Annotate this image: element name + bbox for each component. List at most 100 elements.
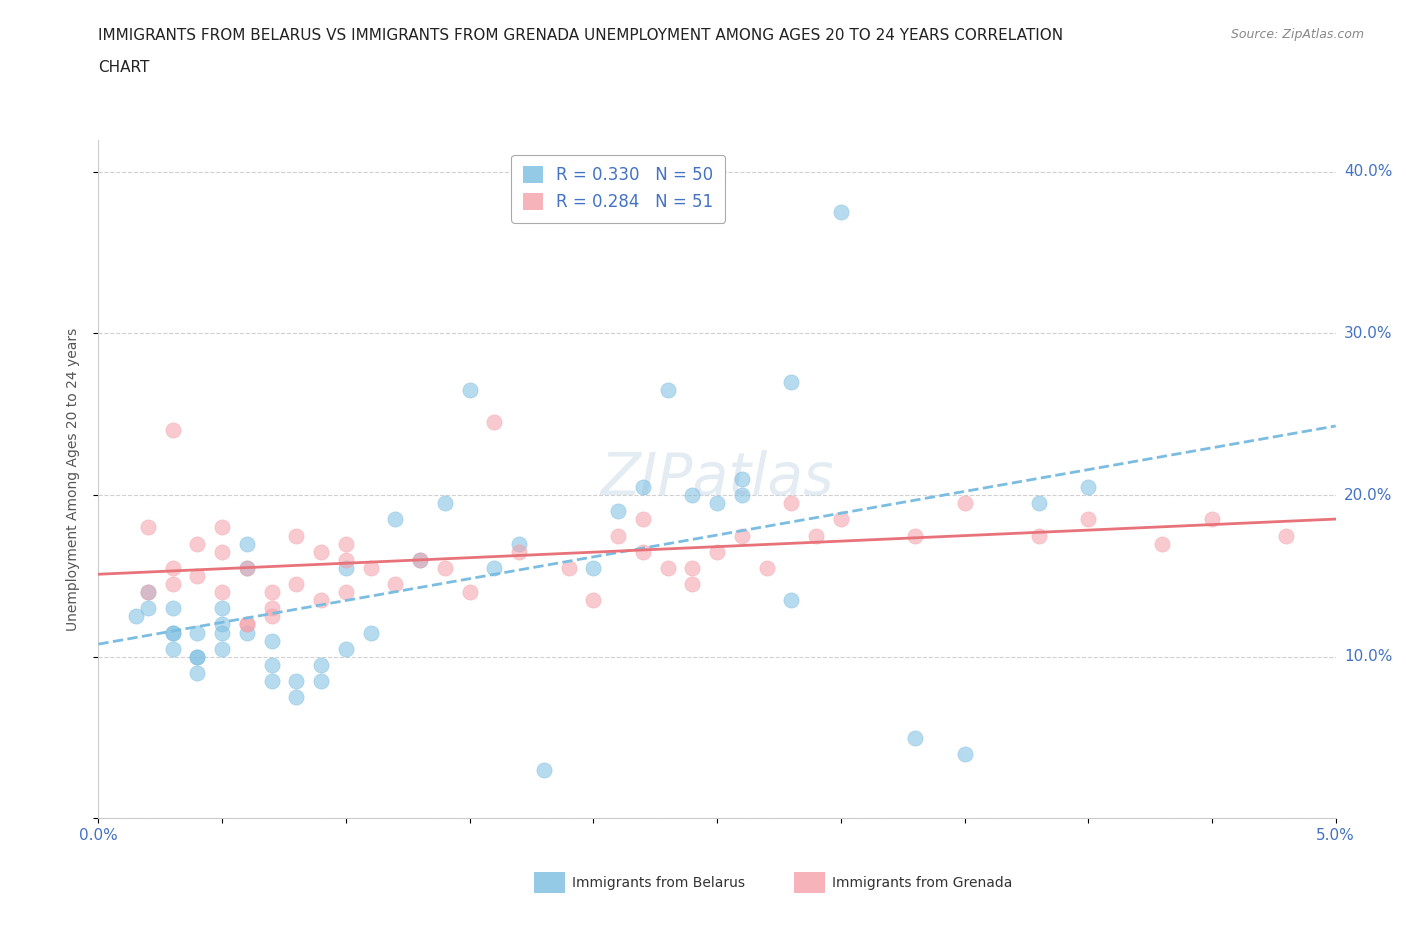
Point bbox=[804, 528, 827, 543]
Point bbox=[631, 512, 654, 526]
Text: Immigrants from Belarus: Immigrants from Belarus bbox=[572, 875, 745, 890]
Point bbox=[681, 561, 703, 576]
Point bbox=[335, 642, 357, 657]
Point bbox=[309, 544, 332, 559]
Point bbox=[508, 544, 530, 559]
Point bbox=[186, 649, 208, 664]
Point bbox=[706, 544, 728, 559]
Point bbox=[335, 561, 357, 576]
Text: Source: ZipAtlas.com: Source: ZipAtlas.com bbox=[1230, 28, 1364, 41]
Point bbox=[211, 617, 233, 631]
Point bbox=[211, 585, 233, 600]
Point bbox=[830, 205, 852, 219]
Point bbox=[124, 609, 146, 624]
Point bbox=[780, 496, 803, 511]
Point bbox=[731, 487, 754, 502]
Point bbox=[186, 625, 208, 640]
Text: IMMIGRANTS FROM BELARUS VS IMMIGRANTS FROM GRENADA UNEMPLOYMENT AMONG AGES 20 TO: IMMIGRANTS FROM BELARUS VS IMMIGRANTS FR… bbox=[98, 28, 1063, 43]
Point bbox=[335, 585, 357, 600]
Point bbox=[285, 673, 308, 688]
Point bbox=[780, 592, 803, 607]
Point bbox=[1275, 528, 1298, 543]
Point bbox=[162, 561, 184, 576]
Text: 10.0%: 10.0% bbox=[1344, 649, 1392, 664]
Point bbox=[458, 585, 481, 600]
Point bbox=[433, 561, 456, 576]
Point bbox=[260, 673, 283, 688]
Point bbox=[236, 625, 259, 640]
Point bbox=[484, 415, 506, 430]
Point bbox=[409, 552, 432, 567]
Point bbox=[285, 690, 308, 705]
Point bbox=[953, 746, 976, 761]
Point bbox=[731, 528, 754, 543]
Point bbox=[384, 577, 406, 591]
Point bbox=[236, 617, 259, 631]
Point bbox=[755, 561, 778, 576]
Point bbox=[631, 480, 654, 495]
Point bbox=[360, 625, 382, 640]
Point bbox=[953, 496, 976, 511]
Point bbox=[136, 585, 159, 600]
Point bbox=[162, 423, 184, 438]
Point bbox=[186, 537, 208, 551]
Point bbox=[1077, 512, 1099, 526]
Point bbox=[582, 592, 605, 607]
Point bbox=[557, 561, 579, 576]
Point bbox=[1028, 528, 1050, 543]
Point bbox=[1028, 496, 1050, 511]
Text: CHART: CHART bbox=[98, 60, 150, 75]
Point bbox=[533, 763, 555, 777]
Point bbox=[657, 382, 679, 397]
Point bbox=[211, 642, 233, 657]
Point bbox=[681, 577, 703, 591]
Point bbox=[211, 520, 233, 535]
Point bbox=[360, 561, 382, 576]
Point bbox=[162, 625, 184, 640]
Text: 30.0%: 30.0% bbox=[1344, 326, 1392, 341]
Point bbox=[309, 673, 332, 688]
Point bbox=[1152, 537, 1174, 551]
Point bbox=[904, 730, 927, 745]
Point bbox=[236, 561, 259, 576]
Point bbox=[260, 658, 283, 672]
Point bbox=[409, 552, 432, 567]
Text: 40.0%: 40.0% bbox=[1344, 165, 1392, 179]
Point bbox=[433, 496, 456, 511]
Point bbox=[904, 528, 927, 543]
Point bbox=[236, 617, 259, 631]
Point bbox=[1077, 480, 1099, 495]
Point bbox=[706, 496, 728, 511]
Point bbox=[458, 382, 481, 397]
Point bbox=[186, 666, 208, 681]
Point bbox=[657, 561, 679, 576]
Point bbox=[384, 512, 406, 526]
Text: Immigrants from Grenada: Immigrants from Grenada bbox=[832, 875, 1012, 890]
Point bbox=[508, 537, 530, 551]
Y-axis label: Unemployment Among Ages 20 to 24 years: Unemployment Among Ages 20 to 24 years bbox=[66, 327, 80, 631]
Point bbox=[285, 528, 308, 543]
Point bbox=[236, 537, 259, 551]
Point bbox=[484, 561, 506, 576]
Point bbox=[136, 585, 159, 600]
Point bbox=[731, 472, 754, 486]
Point bbox=[607, 504, 630, 519]
Point bbox=[631, 544, 654, 559]
Point bbox=[607, 528, 630, 543]
Point bbox=[162, 577, 184, 591]
Point bbox=[186, 649, 208, 664]
Legend: R = 0.330   N = 50, R = 0.284   N = 51: R = 0.330 N = 50, R = 0.284 N = 51 bbox=[512, 154, 725, 222]
Point bbox=[582, 561, 605, 576]
Point bbox=[780, 375, 803, 390]
Point bbox=[211, 544, 233, 559]
Point bbox=[260, 601, 283, 616]
Text: 20.0%: 20.0% bbox=[1344, 487, 1392, 502]
Point bbox=[309, 592, 332, 607]
Text: ZIPatlas: ZIPatlas bbox=[600, 450, 834, 508]
Point bbox=[335, 552, 357, 567]
Point bbox=[136, 601, 159, 616]
Point bbox=[260, 633, 283, 648]
Point bbox=[309, 658, 332, 672]
Point bbox=[1201, 512, 1223, 526]
Point bbox=[162, 601, 184, 616]
